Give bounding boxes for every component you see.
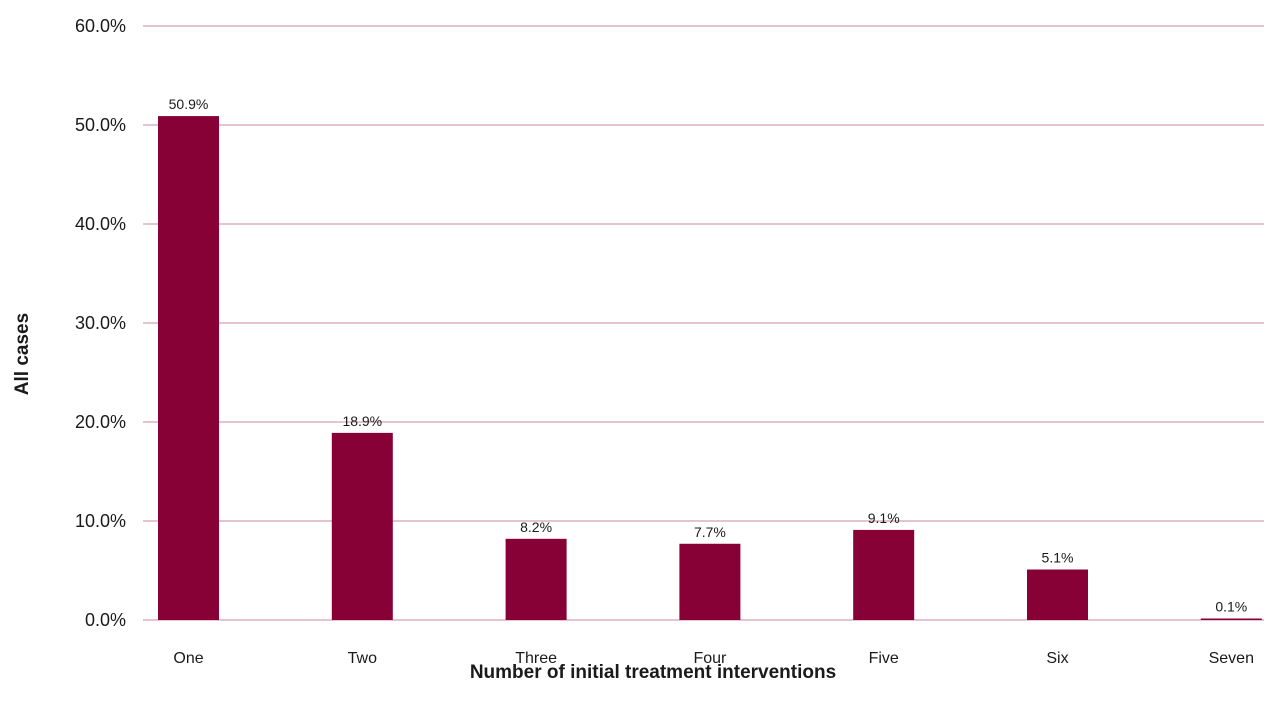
x-category-label-three: Three xyxy=(515,650,557,667)
y-tick-label-1: 10.0% xyxy=(75,511,126,531)
y-axis-ticks: 0.0% 10.0% 20.0% 30.0% 40.0% 50.0% 60.0% xyxy=(75,16,126,630)
data-labels: 50.9% 18.9% 8.2% 7.7% 9.1% 5.1% 0.1% xyxy=(169,96,1248,614)
data-label-four: 7.7% xyxy=(694,524,726,540)
data-label-five: 9.1% xyxy=(868,510,900,526)
data-label-two: 18.9% xyxy=(342,413,382,429)
x-category-label-seven: Seven xyxy=(1209,650,1254,667)
y-axis-title: All cases xyxy=(12,313,33,395)
data-label-three: 8.2% xyxy=(520,519,552,535)
y-tick-label-2: 20.0% xyxy=(75,412,126,432)
bar-two xyxy=(331,432,393,620)
data-label-one: 50.9% xyxy=(169,96,209,112)
x-axis-categories: One Two Three Four Five Six Seven xyxy=(173,650,1254,667)
x-axis-title: Number of initial treatment intervention… xyxy=(470,662,836,683)
y-tick-label-0: 0.0% xyxy=(85,610,126,630)
bar-three xyxy=(505,538,567,620)
bar-five xyxy=(853,529,915,620)
x-category-label-two: Two xyxy=(348,650,377,667)
data-label-six: 5.1% xyxy=(1042,550,1074,566)
bar-four xyxy=(679,543,741,620)
bars xyxy=(158,116,1262,620)
y-tick-label-3: 30.0% xyxy=(75,313,126,333)
y-tick-label-4: 40.0% xyxy=(75,214,126,234)
x-category-label-one: One xyxy=(173,650,203,667)
gridlines xyxy=(143,25,1264,621)
data-label-seven: 0.1% xyxy=(1215,599,1247,615)
bar-six xyxy=(1027,569,1088,620)
bar-seven xyxy=(1200,618,1262,620)
x-category-label-four: Four xyxy=(693,650,727,667)
x-category-label-six: Six xyxy=(1046,650,1068,667)
y-tick-label-6: 60.0% xyxy=(75,16,126,36)
x-category-label-five: Five xyxy=(869,650,899,667)
bar-one xyxy=(158,116,219,620)
y-tick-label-5: 50.0% xyxy=(75,115,126,135)
